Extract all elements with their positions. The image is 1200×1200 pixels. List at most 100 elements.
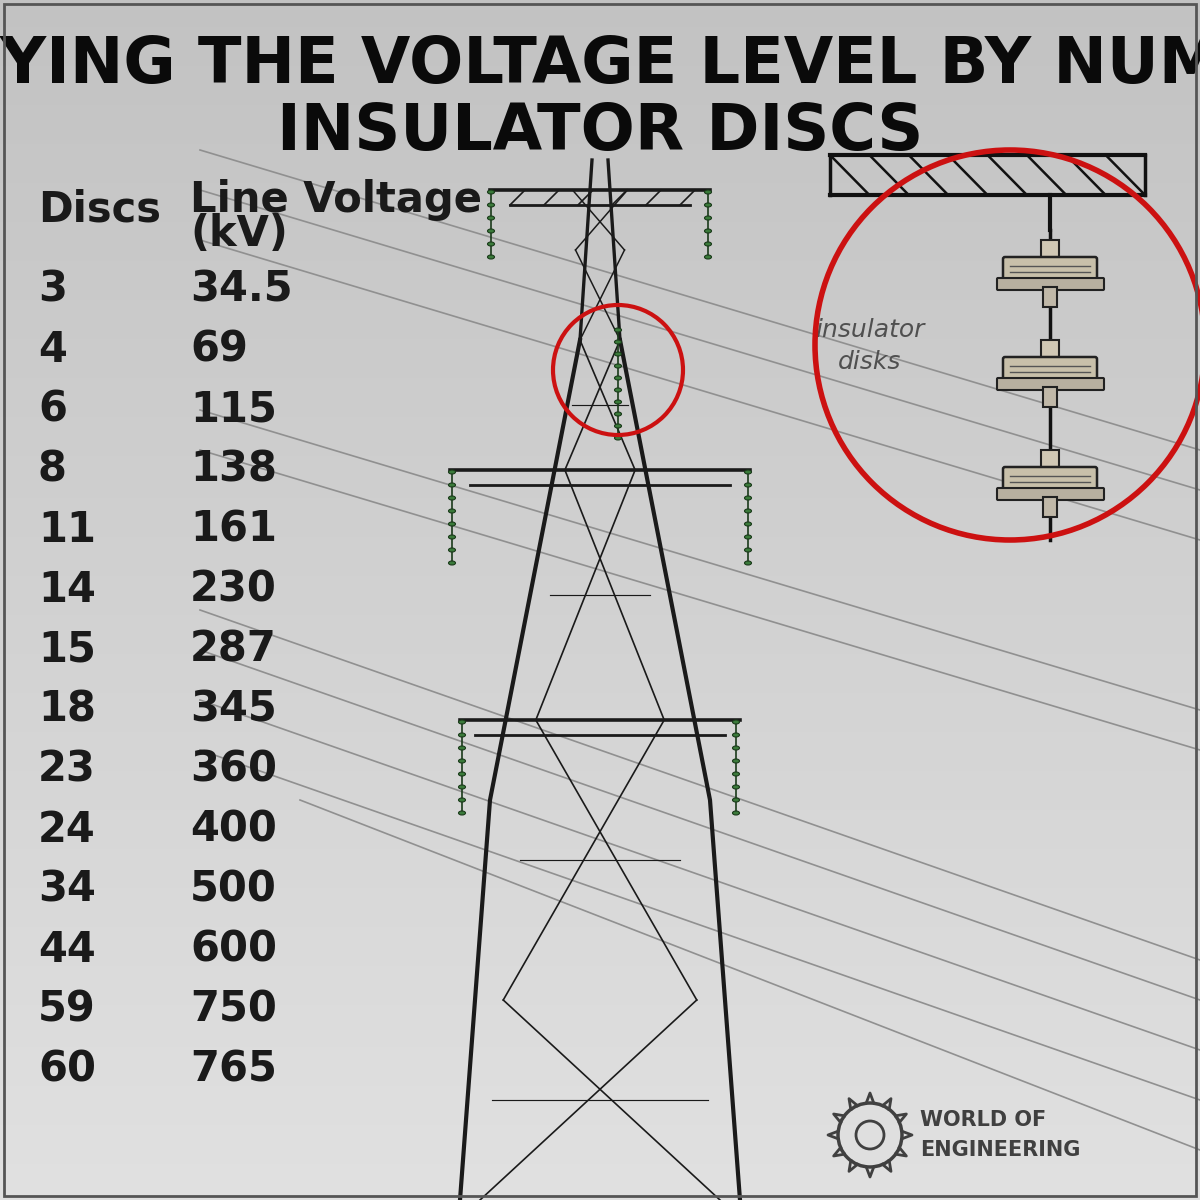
Ellipse shape	[458, 720, 466, 724]
Bar	[0, 204, 1200, 206]
Bar	[0, 392, 1200, 396]
Bar	[0, 576, 1200, 578]
Ellipse shape	[704, 216, 712, 220]
Bar	[1042, 450, 1060, 478]
Bar	[0, 152, 1200, 156]
Bar	[0, 740, 1200, 744]
Bar	[0, 504, 1200, 506]
Bar	[0, 198, 1200, 200]
Bar	[0, 854, 1200, 858]
Bar	[0, 1070, 1200, 1074]
Bar	[0, 926, 1200, 930]
Bar	[0, 464, 1200, 468]
Bar	[0, 630, 1200, 634]
Bar	[0, 146, 1200, 150]
Bar	[0, 930, 1200, 934]
Bar	[0, 758, 1200, 762]
Bar	[0, 584, 1200, 588]
Bar	[0, 912, 1200, 914]
Bar	[0, 434, 1200, 438]
Ellipse shape	[704, 203, 712, 206]
Bar	[0, 346, 1200, 348]
Bar	[0, 438, 1200, 440]
Bar	[0, 2, 1200, 6]
Bar	[0, 324, 1200, 326]
Bar	[0, 870, 1200, 874]
Bar	[0, 918, 1200, 922]
Bar	[0, 0, 1200, 2]
Bar	[0, 1018, 1200, 1020]
Text: 287: 287	[190, 629, 277, 671]
Bar	[0, 104, 1200, 108]
Bar	[0, 522, 1200, 526]
Text: IDENTIFYING THE VOLTAGE LEVEL BY NUMBER OF: IDENTIFYING THE VOLTAGE LEVEL BY NUMBER …	[0, 34, 1200, 96]
Bar	[0, 474, 1200, 476]
Bar	[1042, 340, 1060, 368]
Ellipse shape	[704, 229, 712, 233]
Bar	[0, 954, 1200, 958]
Bar	[0, 1062, 1200, 1066]
Bar	[0, 14, 1200, 18]
Bar	[0, 746, 1200, 750]
Bar	[0, 840, 1200, 842]
Bar	[0, 390, 1200, 392]
Bar	[0, 818, 1200, 822]
Bar	[0, 750, 1200, 754]
Bar	[0, 8, 1200, 12]
Bar	[0, 266, 1200, 270]
Text: 345: 345	[190, 689, 277, 731]
Bar	[0, 206, 1200, 210]
Bar	[0, 180, 1200, 182]
Bar	[0, 1050, 1200, 1054]
Bar	[0, 66, 1200, 68]
Bar	[0, 1032, 1200, 1034]
Bar	[0, 994, 1200, 996]
Bar	[0, 1138, 1200, 1140]
Bar	[0, 470, 1200, 474]
Bar	[0, 530, 1200, 534]
Bar	[0, 1150, 1200, 1152]
Bar	[0, 408, 1200, 410]
Bar	[0, 468, 1200, 470]
Bar	[0, 1074, 1200, 1078]
Bar	[0, 1090, 1200, 1092]
Text: 230: 230	[190, 569, 277, 611]
Bar	[0, 1068, 1200, 1070]
Text: 500: 500	[190, 869, 277, 911]
Bar	[0, 826, 1200, 828]
Bar	[0, 550, 1200, 552]
Bar	[0, 490, 1200, 492]
Bar	[0, 254, 1200, 258]
Ellipse shape	[487, 242, 494, 246]
Text: 3: 3	[38, 269, 67, 311]
Bar	[0, 342, 1200, 346]
Bar	[0, 612, 1200, 614]
Bar	[0, 1154, 1200, 1158]
Ellipse shape	[614, 436, 622, 440]
Bar	[0, 596, 1200, 600]
Bar	[0, 1158, 1200, 1162]
Bar	[0, 396, 1200, 398]
Bar	[0, 878, 1200, 882]
Bar	[0, 1164, 1200, 1166]
Bar	[0, 110, 1200, 114]
Bar	[0, 402, 1200, 404]
Text: 60: 60	[38, 1049, 96, 1091]
Bar	[0, 174, 1200, 176]
Bar	[0, 92, 1200, 96]
Bar	[0, 96, 1200, 98]
Ellipse shape	[732, 811, 739, 815]
Bar	[0, 314, 1200, 318]
Bar	[0, 970, 1200, 972]
Bar	[0, 510, 1200, 514]
Bar	[0, 288, 1200, 290]
Bar	[0, 330, 1200, 332]
Ellipse shape	[449, 496, 456, 500]
Bar	[0, 646, 1200, 648]
Bar	[0, 662, 1200, 666]
Bar	[0, 1094, 1200, 1098]
Bar	[0, 948, 1200, 950]
Bar	[0, 1066, 1200, 1068]
Bar	[0, 566, 1200, 570]
Bar	[0, 732, 1200, 734]
